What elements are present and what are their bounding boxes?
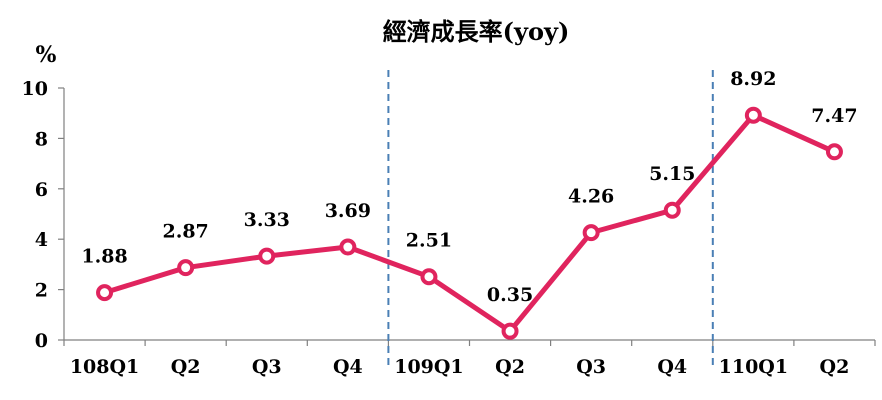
data-label: 5.15 <box>649 163 695 185</box>
data-label: 3.69 <box>325 200 371 222</box>
data-point <box>177 259 195 277</box>
x-tick-label: Q2 <box>495 356 525 378</box>
x-tick-label: 109Q1 <box>394 356 463 378</box>
x-tick-label: Q3 <box>252 356 282 378</box>
chart-title: 經濟成長率(yoy) <box>383 17 570 46</box>
data-label: 4.26 <box>568 186 614 208</box>
x-tick-label: 110Q1 <box>719 356 788 378</box>
y-tick-label: 2 <box>35 280 48 302</box>
data-label: 2.87 <box>163 221 209 243</box>
y-tick-label: 4 <box>35 229 48 251</box>
y-tick-label: 10 <box>22 78 48 100</box>
y-tick-label: 8 <box>35 128 48 150</box>
y-tick-label: 6 <box>35 179 48 201</box>
data-label: 1.88 <box>81 246 127 268</box>
y-axis-unit: % <box>36 42 57 68</box>
x-tick-label: Q4 <box>333 356 363 378</box>
data-label: 8.92 <box>730 68 776 90</box>
data-point <box>501 322 519 340</box>
x-tick-label: Q4 <box>657 356 687 378</box>
y-tick-label: 0 <box>35 330 48 352</box>
axes: 0 2 4 6 8 10 108Q1 Q2 Q3 Q4 109Q1 Q2 Q3 Q4 110Q1 Q2 <box>22 78 876 378</box>
series-line <box>96 106 843 340</box>
data-label: 0.35 <box>487 284 533 306</box>
data-point <box>420 268 438 286</box>
data-point <box>744 106 762 124</box>
data-label: 7.47 <box>811 105 857 127</box>
series-polyline <box>103 112 836 334</box>
data-point <box>582 224 600 242</box>
x-tick-label: Q2 <box>171 356 201 378</box>
data-point <box>339 238 357 256</box>
x-tick-label: Q2 <box>820 356 850 378</box>
data-label: 2.51 <box>406 230 452 252</box>
year-dividers <box>387 70 714 370</box>
x-tick-label: 108Q1 <box>70 356 139 378</box>
x-tick-label: Q3 <box>576 356 606 378</box>
data-point <box>96 284 114 302</box>
data-point <box>825 143 843 161</box>
data-labels: 1.88 2.87 3.33 3.69 2.51 0.35 4.26 5.15 8.92 7.47 <box>81 68 857 306</box>
data-point <box>258 247 276 265</box>
data-label: 3.33 <box>244 209 290 231</box>
data-point <box>663 201 681 219</box>
